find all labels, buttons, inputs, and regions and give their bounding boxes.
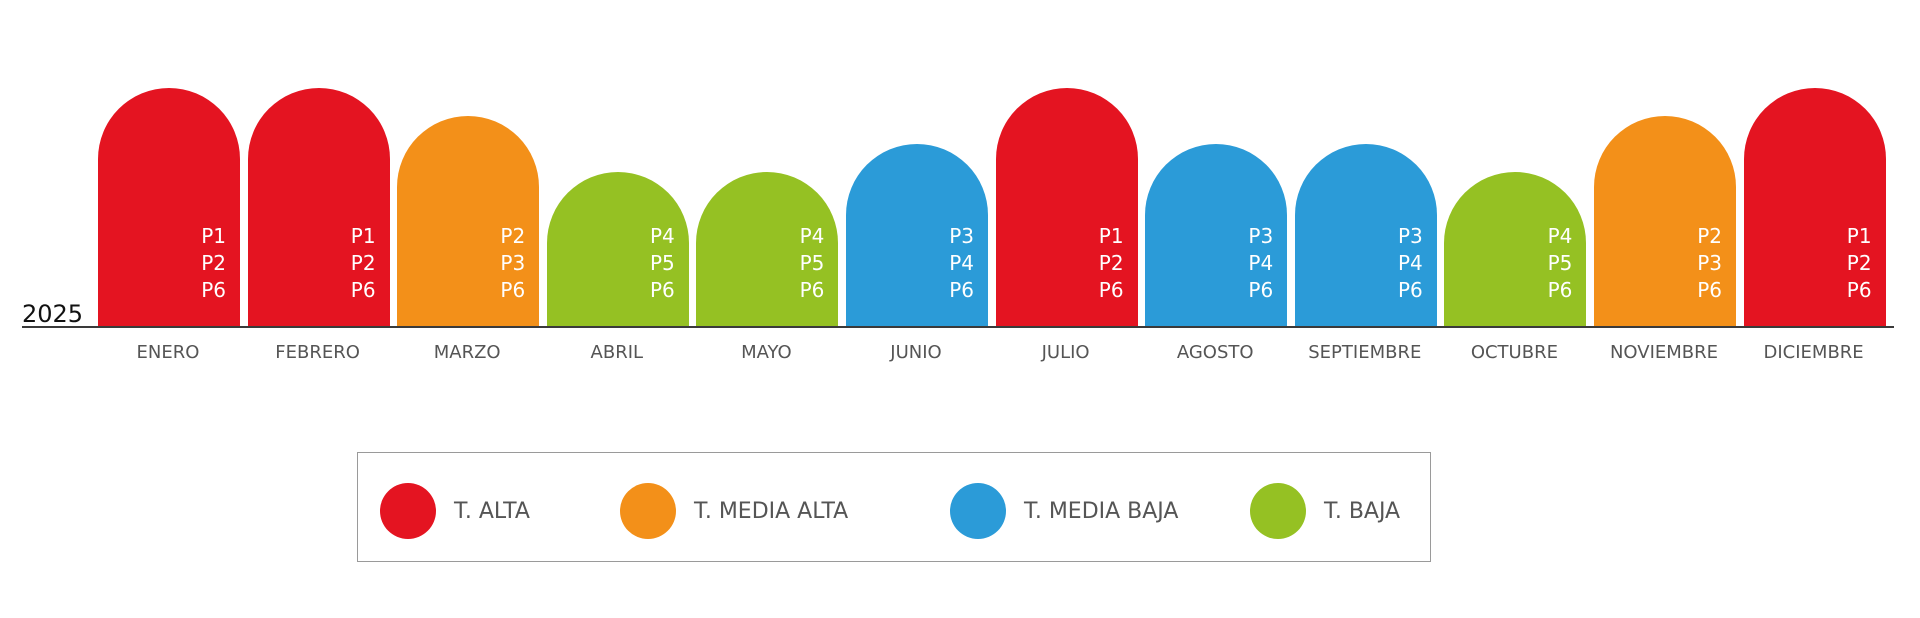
month-bar: P2 P3 P6: [397, 116, 540, 326]
legend-color-dot: [950, 483, 1006, 539]
period-label: P5: [799, 251, 825, 275]
month-label: FEBRERO: [275, 342, 360, 363]
month-bar: P1 P2 P6: [247, 88, 390, 326]
period-label: P2: [500, 224, 526, 248]
legend-color-dot: [620, 483, 676, 539]
period-label: P6: [500, 278, 526, 302]
month-bar: P3 P4 P6: [846, 144, 988, 326]
period-label: P6: [799, 278, 825, 302]
period-label: P6: [201, 278, 226, 302]
month-bar: P1 P2 P6: [995, 88, 1138, 326]
month-label: ABRIL: [590, 342, 644, 363]
legend-item: T. MEDIA ALTA: [620, 483, 848, 539]
period-label: P1: [350, 224, 376, 248]
month-bar: P2 P3 P6: [1594, 116, 1736, 326]
legend-label: T. ALTA: [454, 498, 530, 524]
month-bar: P3 P4 P6: [1294, 144, 1437, 326]
period-label: P6: [1098, 278, 1124, 302]
period-list: P1 P2 P6: [351, 223, 376, 304]
period-label: P3: [500, 251, 526, 275]
period-label: P1: [1098, 224, 1124, 248]
legend-color-dot: [380, 483, 436, 539]
period-label: P2: [350, 251, 376, 275]
period-list: P1 P2 P6: [1099, 223, 1124, 304]
period-label: P5: [1547, 251, 1573, 275]
legend-item: T. MEDIA BAJA: [950, 483, 1178, 539]
period-list: P4 P5 P6: [1548, 223, 1573, 304]
period-label: P6: [650, 278, 675, 302]
period-label: P3: [1697, 251, 1722, 275]
month-bar: P4 P5 P6: [546, 172, 689, 326]
legend-label: T. MEDIA ALTA: [694, 498, 849, 524]
period-list: P1 P2 P6: [1847, 223, 1872, 304]
period-list: P1 P2 P6: [201, 223, 226, 304]
period-label: P4: [1398, 251, 1423, 275]
period-label: P6: [949, 278, 974, 302]
period-label: P6: [1398, 278, 1423, 302]
period-label: P4: [1248, 251, 1274, 275]
period-label: P3: [949, 224, 974, 248]
month-bar: P1 P2 P6: [98, 88, 240, 326]
legend: T. ALTA T. MEDIA ALTA T. MEDIA BAJA T. BAJA: [357, 452, 1431, 562]
month-bar: P4 P5 P6: [696, 172, 839, 326]
period-label: P6: [1547, 278, 1573, 302]
month-bar: P4 P5 P6: [1444, 172, 1587, 326]
legend-item: T. BAJA: [1250, 483, 1400, 539]
legend-item: T. ALTA: [380, 483, 530, 539]
period-label: P4: [949, 251, 974, 275]
period-label: P2: [201, 251, 226, 275]
period-label: P4: [1547, 224, 1573, 248]
period-list: P2 P3 P6: [1697, 223, 1722, 304]
month-label: JULIO: [1041, 342, 1090, 363]
period-label: P5: [650, 251, 675, 275]
period-label: P3: [1248, 224, 1274, 248]
period-label: P2: [1697, 224, 1722, 248]
month-bar: P3 P4 P6: [1145, 144, 1288, 326]
year-label: 2025: [22, 300, 84, 328]
month-label: SEPTIEMBRE: [1308, 342, 1422, 363]
period-label: P1: [201, 224, 226, 248]
period-list: P4 P5 P6: [800, 223, 825, 304]
period-list: P2 P3 P6: [500, 223, 525, 304]
period-label: P6: [1248, 278, 1274, 302]
month-label: MAYO: [741, 342, 792, 363]
period-label: P4: [799, 224, 825, 248]
legend-color-dot: [1250, 483, 1306, 539]
legend-label: T. BAJA: [1324, 498, 1401, 524]
month-label: MARZO: [433, 342, 501, 363]
period-label: P6: [1697, 278, 1722, 302]
month-label: DICIEMBRE: [1763, 342, 1864, 363]
period-label: P1: [1846, 224, 1872, 248]
period-label: P3: [1398, 224, 1423, 248]
legend-label: T. MEDIA BAJA: [1024, 498, 1179, 524]
baseline: [22, 326, 1894, 328]
period-label: P6: [1846, 278, 1872, 302]
month-bar: P1 P2 P6: [1743, 88, 1886, 326]
month-label: JUNIO: [890, 342, 942, 363]
month-bars: P1 P2 P6 P1 P2 P6 P2 P3 P6 P4 P5 P6 P4 P5 P6 P3 P4 P6 P1 P2…: [98, 88, 1886, 326]
month-labels: ENERO FEBRERO MARZO ABRIL MAYO JUNIO JULIO AGOS…: [0, 340, 1920, 370]
month-label: ENERO: [136, 342, 200, 363]
period-label: P2: [1098, 251, 1124, 275]
period-list: P3 P4 P6: [1248, 223, 1273, 304]
month-label: NOVIEMBRE: [1609, 342, 1719, 363]
period-list: P4 P5 P6: [650, 223, 675, 304]
period-label: P4: [650, 224, 675, 248]
period-list: P3 P4 P6: [949, 223, 974, 304]
period-list: P3 P4 P6: [1398, 223, 1423, 304]
period-label: P6: [350, 278, 376, 302]
month-label: AGOSTO: [1176, 342, 1254, 363]
month-label: OCTUBRE: [1470, 342, 1558, 363]
period-label: P2: [1846, 251, 1872, 275]
